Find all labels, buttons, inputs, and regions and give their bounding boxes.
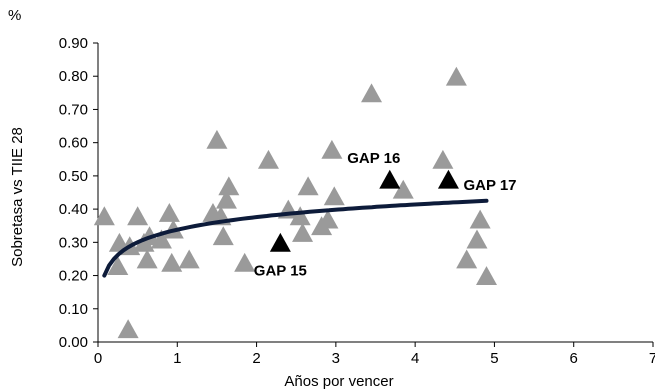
y-tick-label: 0.60 (59, 135, 88, 152)
data-point-triangle (107, 256, 129, 276)
data-point-triangle (150, 229, 172, 249)
axes (97, 43, 653, 343)
x-tick-label: 7 (649, 350, 655, 367)
data-point-triangle (257, 149, 279, 169)
data-point-triangle (456, 249, 478, 269)
data-point-triangle (206, 129, 228, 149)
y-ticks: 0.00 0.10 0.20 0.30 0.40 0.50 0.60 0.70 0.80 0.90 (59, 35, 98, 351)
data-point-triangle (234, 252, 256, 272)
data-point-triangle (161, 252, 183, 272)
data-point-triangle (476, 266, 497, 286)
data-point-triangle (215, 189, 237, 209)
x-tick-label: 2 (252, 350, 260, 367)
x-tick-label: 6 (570, 350, 578, 367)
y-axis-title: Sobretasa vs TIIE 28 (9, 127, 26, 267)
data-point-triangle (445, 66, 467, 86)
data-point-triangle (317, 209, 339, 229)
data-point-triangle (432, 149, 454, 169)
data-point-triangle (321, 139, 343, 159)
data-point-triangle (218, 176, 240, 196)
y-tick-label: 0.40 (59, 201, 88, 218)
x-axis-title: Años por vencer (284, 373, 393, 390)
x-ticks: 0 1 2 3 4 5 6 7 (94, 342, 655, 367)
data-point-triangle (117, 319, 139, 339)
x-tick-label: 5 (490, 350, 498, 367)
data-point-triangle (212, 226, 234, 246)
data-point-triangle (361, 83, 383, 103)
annotation-label: GAP 17 (463, 177, 516, 194)
y-tick-label: 0.50 (59, 168, 88, 185)
x-tick-label: 4 (411, 350, 419, 367)
annotation-label: GAP 16 (347, 150, 400, 167)
annotations: GAP 15 GAP 16 GAP 17 (254, 150, 517, 279)
data-point-triangle (127, 206, 149, 226)
data-point-triangle (178, 249, 200, 269)
highlight-point-triangle (437, 169, 459, 189)
data-point-triangle (466, 229, 488, 249)
x-tick-label: 1 (173, 350, 181, 367)
data-point-triangle (297, 176, 319, 196)
data-point-triangle (289, 206, 311, 226)
data-point-triangle (158, 202, 180, 222)
y-tick-label: 0.90 (59, 35, 88, 52)
data-point-triangle (292, 222, 314, 242)
highlight-points (269, 169, 459, 252)
y-tick-label: 0.70 (59, 101, 88, 118)
unit-label: % (8, 7, 21, 24)
y-tick-label: 0.80 (59, 68, 88, 85)
data-point-triangle (136, 249, 158, 269)
trendline (102, 198, 489, 278)
y-tick-label: 0.30 (59, 234, 88, 251)
y-tick-label: 0.20 (59, 268, 88, 285)
data-point-triangle (469, 209, 491, 229)
data-point-triangle (93, 206, 115, 226)
data-point-triangle (392, 179, 414, 199)
highlight-point-triangle (269, 232, 291, 252)
highlight-point-triangle (379, 169, 401, 189)
data-point-triangle (323, 186, 345, 206)
y-tick-label: 0.10 (59, 301, 88, 318)
y-tick-label: 0.00 (59, 334, 88, 351)
annotation-label: GAP 15 (254, 262, 307, 279)
x-tick-label: 3 (332, 350, 340, 367)
x-tick-label: 0 (94, 350, 102, 367)
